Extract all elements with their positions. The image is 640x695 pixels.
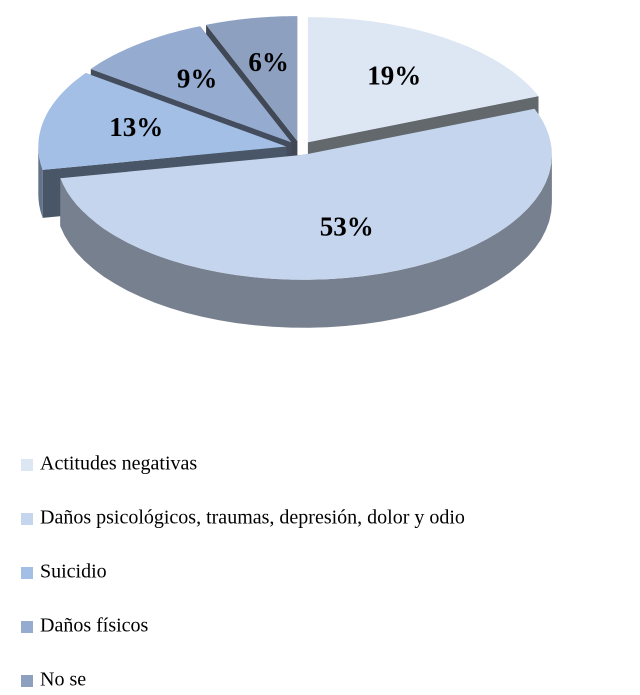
legend-label: Daños psicológicos, traumas, depresión, … [40, 507, 465, 529]
data-label: 53% [320, 211, 374, 241]
slice-rim [38, 146, 43, 218]
data-label: 13% [109, 112, 163, 142]
legend-label: Actitudes negativas [40, 453, 197, 475]
legend-swatch [21, 567, 33, 579]
data-label: 19% [367, 60, 421, 90]
legend-swatch [21, 621, 33, 633]
slice-top [206, 16, 298, 142]
legend-swatch [21, 459, 33, 471]
slice-rim [60, 154, 552, 328]
legend-swatch [21, 513, 33, 525]
slice-top [60, 108, 552, 280]
legend-label: Daños físicos [40, 615, 149, 637]
data-label: 9% [177, 63, 218, 93]
slice-top [90, 26, 292, 143]
slice-top [38, 73, 287, 170]
data-label: 6% [248, 47, 289, 77]
legend-label: No se [40, 669, 86, 691]
slice-top [307, 17, 539, 143]
legend-swatch [21, 675, 33, 687]
legend-label: Suicidio [40, 561, 107, 583]
slice [60, 108, 552, 328]
